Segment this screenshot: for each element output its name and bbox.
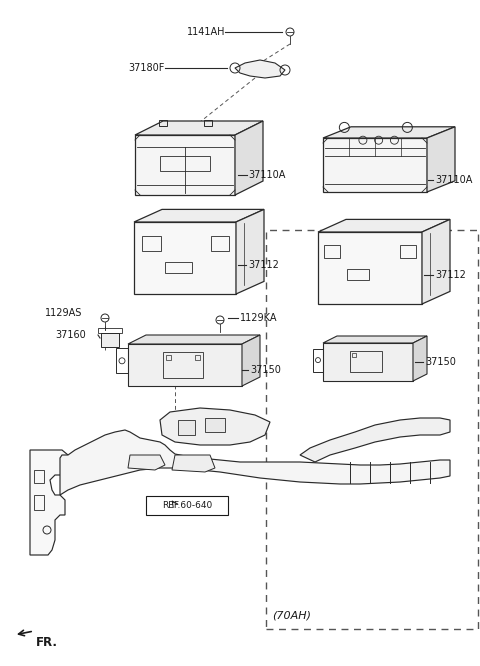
Polygon shape bbox=[323, 127, 455, 138]
Text: 37160: 37160 bbox=[55, 330, 86, 340]
Text: 37112: 37112 bbox=[435, 270, 466, 280]
Text: (70AH): (70AH) bbox=[273, 610, 312, 620]
Polygon shape bbox=[235, 121, 263, 195]
Text: FR.: FR. bbox=[36, 637, 58, 649]
Polygon shape bbox=[135, 121, 263, 135]
Polygon shape bbox=[242, 335, 260, 386]
Polygon shape bbox=[413, 336, 427, 381]
Polygon shape bbox=[60, 430, 450, 495]
Polygon shape bbox=[128, 344, 242, 386]
Text: 37110A: 37110A bbox=[435, 175, 472, 185]
Text: 37150: 37150 bbox=[250, 365, 281, 375]
Polygon shape bbox=[323, 138, 427, 192]
Polygon shape bbox=[236, 209, 264, 294]
Polygon shape bbox=[323, 336, 427, 343]
Text: 37112: 37112 bbox=[248, 260, 279, 270]
Polygon shape bbox=[134, 209, 264, 222]
Polygon shape bbox=[134, 222, 236, 294]
Polygon shape bbox=[318, 219, 450, 232]
Polygon shape bbox=[300, 418, 450, 462]
Text: REF.60-640: REF.60-640 bbox=[162, 501, 212, 509]
Polygon shape bbox=[205, 418, 225, 432]
Text: 37150: 37150 bbox=[425, 357, 456, 367]
Polygon shape bbox=[318, 232, 422, 304]
Polygon shape bbox=[30, 450, 68, 555]
Text: 1129KA: 1129KA bbox=[240, 313, 277, 323]
Text: 37110A: 37110A bbox=[248, 170, 286, 180]
Polygon shape bbox=[323, 343, 413, 381]
Polygon shape bbox=[128, 455, 165, 470]
Polygon shape bbox=[178, 420, 195, 435]
Polygon shape bbox=[101, 333, 119, 347]
Text: 1141AH: 1141AH bbox=[187, 27, 225, 37]
Polygon shape bbox=[235, 60, 285, 78]
Polygon shape bbox=[427, 127, 455, 192]
FancyBboxPatch shape bbox=[146, 496, 228, 515]
Polygon shape bbox=[128, 335, 260, 344]
Polygon shape bbox=[135, 135, 235, 195]
Polygon shape bbox=[172, 455, 215, 472]
Text: 37180F: 37180F bbox=[129, 63, 165, 73]
Polygon shape bbox=[160, 408, 270, 445]
Text: 1129AS: 1129AS bbox=[45, 308, 83, 318]
Polygon shape bbox=[422, 219, 450, 304]
